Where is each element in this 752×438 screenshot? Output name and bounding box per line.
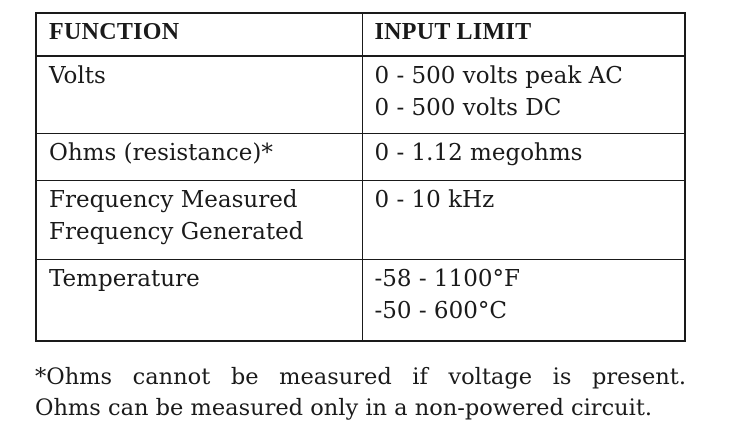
- cell-function-frequency: Frequency Measured Frequency Generated: [37, 179, 363, 260]
- limit-value: 0 - 1.12 megohms: [374, 139, 583, 166]
- cell-limit-temperature: -58 - 1100°F -50 - 600°C: [361, 258, 684, 340]
- footnote-line-1: *Ohms cannot be measured if voltage is p…: [35, 364, 686, 390]
- cell-function-volts: Volts: [37, 55, 363, 134]
- table-row-volts: Volts 0 - 500 volts peak AC 0 - 500 volt…: [37, 55, 684, 134]
- cell-limit-ohms: 0 - 1.12 megohms: [361, 132, 684, 181]
- table-header-row: FUNCTION INPUT LIMIT: [37, 14, 684, 57]
- table-row-frequency: Frequency Measured Frequency Generated 0…: [37, 179, 684, 260]
- function-label: Frequency Generated: [49, 218, 304, 245]
- function-label: Frequency Measured: [49, 186, 298, 213]
- cell-limit-volts: 0 - 500 volts peak AC 0 - 500 volts DC: [361, 55, 684, 134]
- limit-value: -50 - 600°C: [374, 297, 507, 324]
- header-input-limit: INPUT LIMIT: [361, 14, 684, 57]
- input-limits-table: FUNCTION INPUT LIMIT Volts 0 - 500 volts…: [37, 14, 684, 340]
- limit-value: -58 - 1100°F: [374, 265, 520, 292]
- table-row-ohms: Ohms (resistance)* 0 - 1.12 megohms: [37, 132, 684, 181]
- ohms-footnote: *Ohms cannot be measured if voltage is p…: [35, 362, 686, 424]
- cell-function-ohms: Ohms (resistance)*: [37, 132, 363, 181]
- footnote-line-2: Ohms can be measured only in a non-power…: [35, 395, 653, 421]
- header-function: FUNCTION: [37, 14, 363, 57]
- function-label: Ohms (resistance)*: [49, 139, 273, 166]
- limit-value: 0 - 500 volts peak AC: [374, 63, 623, 89]
- table-row-temperature: Temperature -58 - 1100°F -50 - 600°C: [37, 258, 684, 340]
- input-limits-table-frame: FUNCTION INPUT LIMIT Volts 0 - 500 volts…: [35, 12, 686, 342]
- limit-value: 0 - 10 kHz: [374, 186, 495, 213]
- cell-function-temperature: Temperature: [37, 258, 363, 340]
- limit-value: 0 - 500 volts DC: [374, 95, 562, 121]
- function-label: Volts: [49, 63, 106, 89]
- cell-limit-frequency: 0 - 10 kHz: [361, 179, 684, 260]
- function-label: Temperature: [49, 265, 200, 292]
